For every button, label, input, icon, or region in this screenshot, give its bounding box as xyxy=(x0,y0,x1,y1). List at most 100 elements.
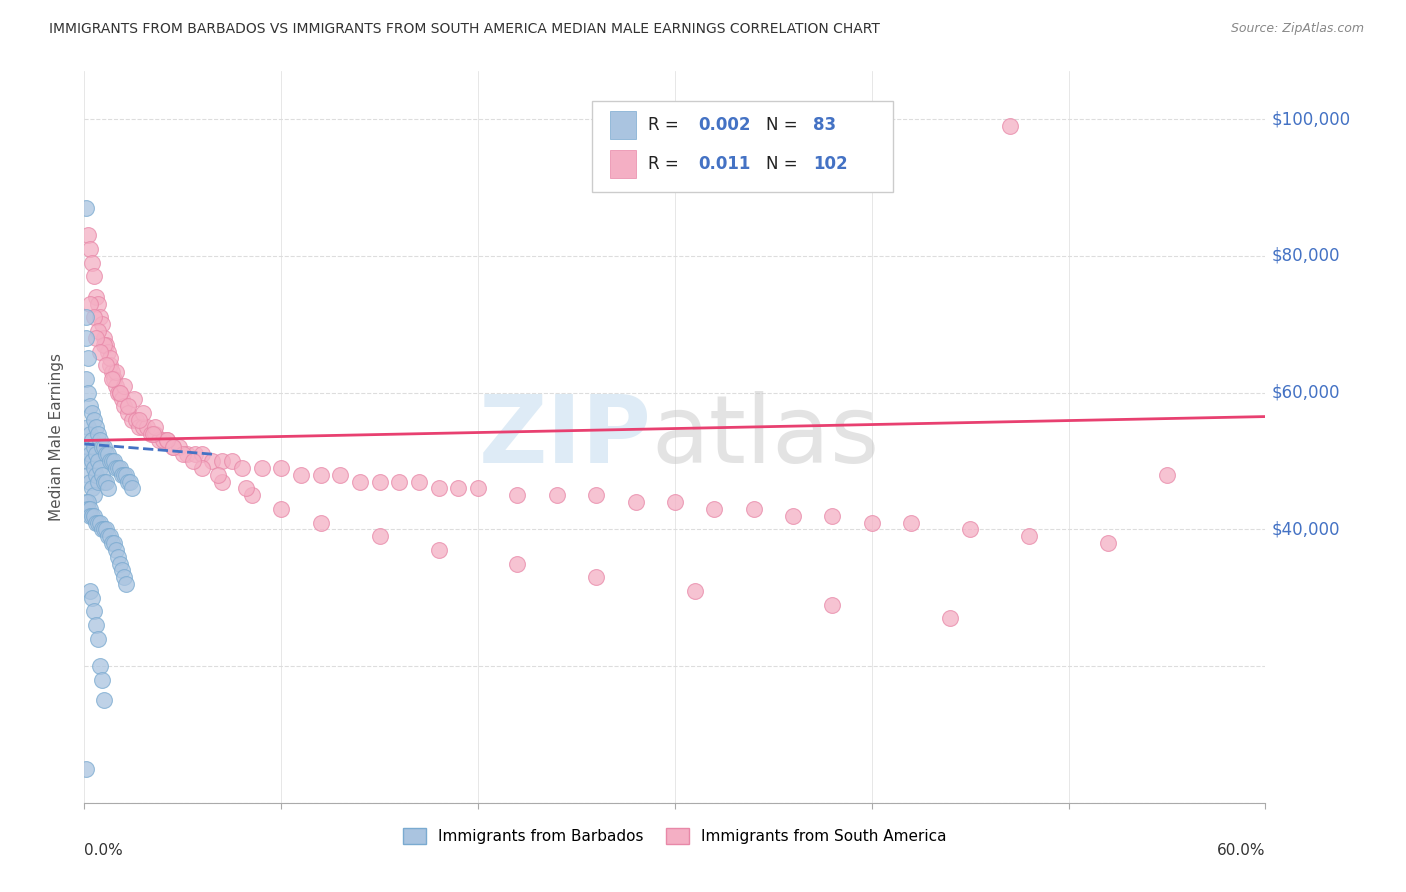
Point xyxy=(112,570,135,584)
Point xyxy=(108,460,131,475)
Text: 102: 102 xyxy=(813,155,848,173)
Point xyxy=(82,256,104,270)
Point xyxy=(98,359,121,373)
Point xyxy=(427,542,450,557)
Point xyxy=(75,454,97,468)
Point xyxy=(108,557,131,571)
Point xyxy=(427,481,450,495)
Point xyxy=(860,516,883,530)
Point xyxy=(114,467,136,482)
Point xyxy=(79,400,101,414)
Point xyxy=(118,475,141,489)
Point xyxy=(84,516,107,530)
Point xyxy=(221,454,243,468)
Point xyxy=(112,467,135,482)
FancyBboxPatch shape xyxy=(610,151,636,178)
Point xyxy=(111,563,134,577)
Text: 0.011: 0.011 xyxy=(699,155,751,173)
Point xyxy=(117,475,139,489)
Point xyxy=(87,324,110,338)
Point xyxy=(132,420,155,434)
Point xyxy=(77,228,100,243)
Point xyxy=(75,310,97,325)
Point xyxy=(782,508,804,523)
Point xyxy=(94,447,117,461)
Point xyxy=(83,604,105,618)
Point xyxy=(84,290,107,304)
Text: 0.0%: 0.0% xyxy=(84,843,124,858)
Point xyxy=(97,447,120,461)
Point xyxy=(201,454,224,468)
FancyBboxPatch shape xyxy=(610,111,636,138)
Point xyxy=(89,310,111,325)
Point xyxy=(408,475,430,489)
Point xyxy=(98,454,121,468)
Point xyxy=(152,434,174,448)
Point xyxy=(98,351,121,366)
Point xyxy=(89,516,111,530)
Point xyxy=(89,659,111,673)
Text: 83: 83 xyxy=(813,116,837,134)
Point xyxy=(91,673,114,687)
Point xyxy=(84,420,107,434)
Point xyxy=(1018,529,1040,543)
Point xyxy=(108,385,131,400)
Point xyxy=(112,379,135,393)
Point xyxy=(107,385,129,400)
Point xyxy=(79,583,101,598)
Text: N =: N = xyxy=(766,155,797,173)
Point xyxy=(939,611,962,625)
Point xyxy=(231,460,253,475)
Point xyxy=(683,583,706,598)
Point xyxy=(349,475,371,489)
Point xyxy=(162,440,184,454)
Point xyxy=(585,570,607,584)
Point xyxy=(329,467,352,482)
Point xyxy=(107,460,129,475)
Point xyxy=(183,447,205,461)
Point xyxy=(77,501,100,516)
Point xyxy=(467,481,489,495)
Point xyxy=(368,529,391,543)
Point xyxy=(211,475,233,489)
Point xyxy=(82,508,104,523)
Point xyxy=(91,440,114,454)
Text: Source: ZipAtlas.com: Source: ZipAtlas.com xyxy=(1230,22,1364,36)
Point xyxy=(83,488,105,502)
Point xyxy=(97,481,120,495)
Point xyxy=(89,460,111,475)
Point xyxy=(87,475,110,489)
Point xyxy=(546,488,568,502)
Point xyxy=(89,344,111,359)
Text: $40,000: $40,000 xyxy=(1271,520,1340,539)
Point xyxy=(79,501,101,516)
Point xyxy=(117,400,139,414)
Point xyxy=(79,242,101,256)
Point xyxy=(114,577,136,591)
Point xyxy=(250,460,273,475)
Point xyxy=(998,119,1021,133)
Text: $60,000: $60,000 xyxy=(1271,384,1340,401)
Point xyxy=(79,475,101,489)
Point xyxy=(111,392,134,407)
Point xyxy=(309,467,332,482)
Point xyxy=(101,372,124,386)
Point xyxy=(156,434,179,448)
Point xyxy=(270,501,292,516)
Point xyxy=(93,338,115,352)
Point xyxy=(900,516,922,530)
Point xyxy=(101,454,124,468)
Point xyxy=(128,420,150,434)
Point xyxy=(82,481,104,495)
Point xyxy=(124,413,146,427)
Point xyxy=(82,406,104,420)
Point xyxy=(94,475,117,489)
Text: $100,000: $100,000 xyxy=(1271,111,1350,128)
Point xyxy=(821,598,844,612)
Point xyxy=(624,495,647,509)
Point xyxy=(235,481,257,495)
Point xyxy=(143,420,166,434)
Point xyxy=(111,467,134,482)
Point xyxy=(75,331,97,345)
FancyBboxPatch shape xyxy=(592,101,893,192)
